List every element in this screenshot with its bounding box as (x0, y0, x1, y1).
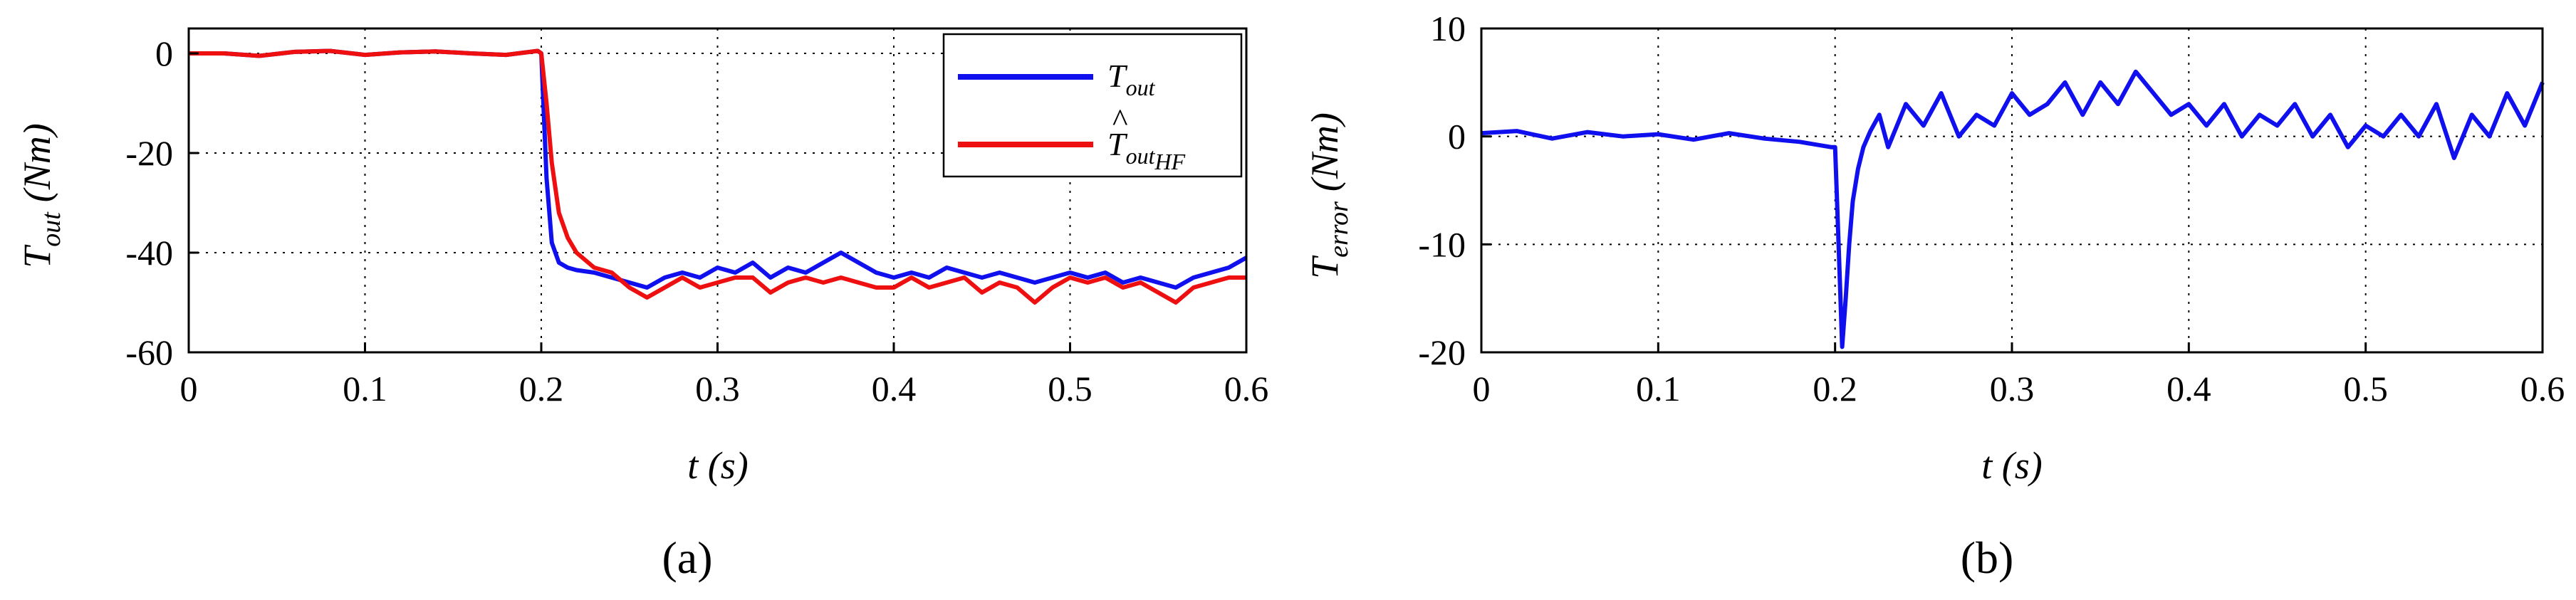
y-tick-label: -20 (1418, 332, 1466, 372)
x-tick-label: 0.5 (1048, 369, 1093, 409)
chart-b-y-ticks: 10 0 -10 -20 (1418, 9, 1491, 372)
chart-b-x-label: t (s) (1981, 444, 2042, 487)
y-tick-label: 0 (155, 33, 173, 73)
chart-b-y-label-main: T (1303, 255, 1346, 279)
chart-b: 0 0.1 0.2 0.3 0.4 0.5 0.6 10 0 -10 -20 Terror (Nm)… (1303, 9, 2565, 583)
x-tick-label: 0.3 (695, 369, 740, 409)
chart-a-y-label-unit: (Nm) (16, 123, 58, 202)
x-tick-label: 0.4 (872, 369, 917, 409)
x-tick-label: 0.4 (2166, 369, 2211, 409)
chart-a-series (189, 48, 1248, 305)
chart-a-x-label: t (s) (687, 444, 748, 487)
x-tick-label: 0.1 (343, 369, 387, 409)
chart-b-series (1481, 69, 2545, 349)
chart-b-y-label-sub: error (1324, 201, 1354, 258)
legend-label-t-out-hf: ToutHF (1107, 126, 1186, 174)
y-tick-label: -40 (125, 233, 173, 273)
x-tick-label: 0.1 (1636, 369, 1681, 409)
chart-a: 0 0.1 0.2 0.3 0.4 0.5 0.6 0-20-40-60 Tout(Nm) … (16, 27, 1269, 583)
y-tick-label: 10 (1430, 9, 1466, 48)
x-tick-label: 0.5 (2343, 369, 2388, 409)
x-tick-label: 0.2 (1813, 369, 1857, 409)
x-tick-label: 0 (180, 369, 198, 409)
chart-a-y-ticks: 0 -20 -40 -60 (125, 33, 199, 372)
chart-b-y-label-unit: (Nm) (1303, 112, 1346, 191)
y-tick-label: -60 (125, 332, 173, 372)
series-line-t-out-hf-hat (189, 48, 1246, 305)
chart-b-x-ticks: 0 0.1 0.2 0.3 0.4 0.5 0.6 (1473, 342, 2565, 409)
x-tick-label: 0.6 (2520, 369, 2565, 409)
chart-b-grid (1481, 28, 2543, 352)
chart-b-panel-label: (b) (1961, 532, 2014, 583)
chart-a-y-label-sub: out (36, 211, 66, 247)
legend-label-t-out: Tout (1107, 58, 1156, 100)
chart-a-x-ticks: 0 0.1 0.2 0.3 0.4 0.5 0.6 (180, 342, 1269, 409)
x-tick-label: 0.3 (1990, 369, 2035, 409)
legend-hat-mark: ^ (1112, 102, 1127, 138)
x-tick-label: 0 (1473, 369, 1491, 409)
legend-box (942, 33, 1243, 178)
series-line-t-error (1481, 69, 2545, 349)
y-tick-label: 0 (1448, 117, 1466, 157)
chart-a-y-label-main: T (16, 244, 58, 268)
chart-b-y-label: Terror (Nm) (1303, 112, 1354, 279)
y-tick-label: -20 (125, 133, 173, 173)
x-tick-label: 0.2 (519, 369, 564, 409)
chart-b-plot-area (1481, 28, 2543, 352)
chart-a-panel-label: (a) (662, 532, 712, 583)
x-tick-label: 0.6 (1224, 369, 1269, 409)
chart-a-y-label: Tout (Nm) (16, 123, 66, 268)
y-tick-label: -10 (1418, 224, 1466, 264)
chart-a-legend: Tout ^ ToutHF (942, 33, 1243, 178)
